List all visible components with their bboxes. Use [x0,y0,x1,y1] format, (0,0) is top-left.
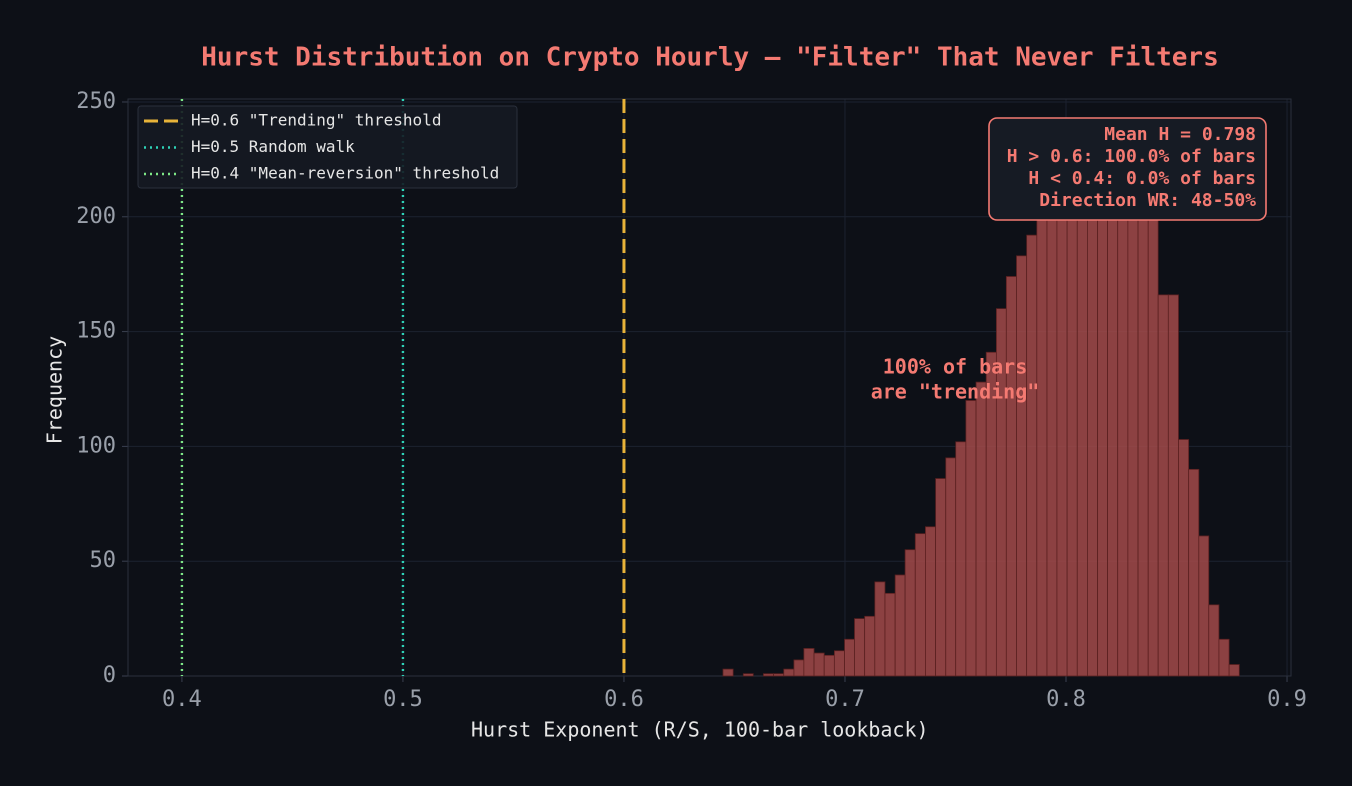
bar [1097,156,1108,677]
bar [1036,193,1048,677]
x-tick-label: 0.5 [383,687,423,712]
plot-frame [127,98,1292,677]
bar [874,581,886,677]
bar [1208,604,1220,677]
bar [1167,294,1179,677]
y-tick-label: 250 [76,89,116,114]
y-tick-label: 150 [76,319,116,344]
bar [823,654,835,677]
bar [1137,204,1149,677]
y-tick-label: 50 [90,548,117,573]
bar [1127,202,1139,677]
bar [1016,255,1028,677]
x-tick-label: 0.7 [825,687,865,712]
annotation: 100% of bars [883,355,1028,379]
bar [1157,294,1169,677]
bar [783,668,795,677]
bar [955,441,967,677]
info-text: H > 0.6: 100.0% of bars [1007,146,1256,167]
bar [1107,165,1119,677]
bar [1005,276,1017,677]
bar [925,526,937,677]
bar [1228,664,1240,677]
y-tick-label: 100 [76,433,116,458]
bar [773,673,785,677]
bar [945,457,957,677]
bar [1046,165,1058,677]
bar [1198,535,1210,677]
info-text: Mean H = 0.798 [1104,124,1256,145]
bar [844,638,855,677]
legend-label: H=0.5 Random walk [191,137,355,156]
bar [914,533,926,677]
x-tick-label: 0.9 [1267,687,1307,712]
bar [1026,234,1038,677]
chart-title: Hurst Distribution on Crypto Hourly — "F… [201,43,1218,73]
info-text: Direction WR: 48-50% [1039,190,1256,211]
bar [904,549,916,677]
legend-box [137,105,518,189]
y-axis-label: Frequency [43,336,67,444]
bar [833,650,845,677]
bar [1087,147,1099,677]
legend-label: H=0.4 "Mean-reversion" threshold [191,164,499,183]
bar [742,673,754,677]
bar [722,668,734,677]
bar [1178,439,1190,677]
legend-label: H=0.6 "Trending" threshold [191,111,441,130]
x-tick-label: 0.4 [162,687,202,712]
bar [763,673,774,677]
bar [1066,142,1078,677]
bar [1117,188,1129,677]
bar [1147,216,1159,677]
bar [975,381,987,677]
bar [1056,152,1068,677]
bar [1218,638,1230,677]
annotation: are "trending" [871,380,1040,404]
bar [935,478,947,677]
info-box [988,117,1267,221]
bar [854,618,866,677]
bar [803,648,815,677]
x-tick-label: 0.8 [1046,687,1086,712]
bar [965,400,977,677]
bar [884,592,896,677]
bar [894,574,906,677]
info-text: H < 0.4: 0.0% of bars [1028,168,1256,189]
bar [864,615,876,677]
x-tick-label: 0.6 [604,687,644,712]
bar [813,652,825,677]
bar [1188,468,1200,677]
y-tick-label: 0 [103,663,116,688]
y-tick-label: 200 [76,204,116,229]
bar [793,659,805,677]
x-axis-label: Hurst Exponent (R/S, 100-bar lookback) [471,718,929,742]
